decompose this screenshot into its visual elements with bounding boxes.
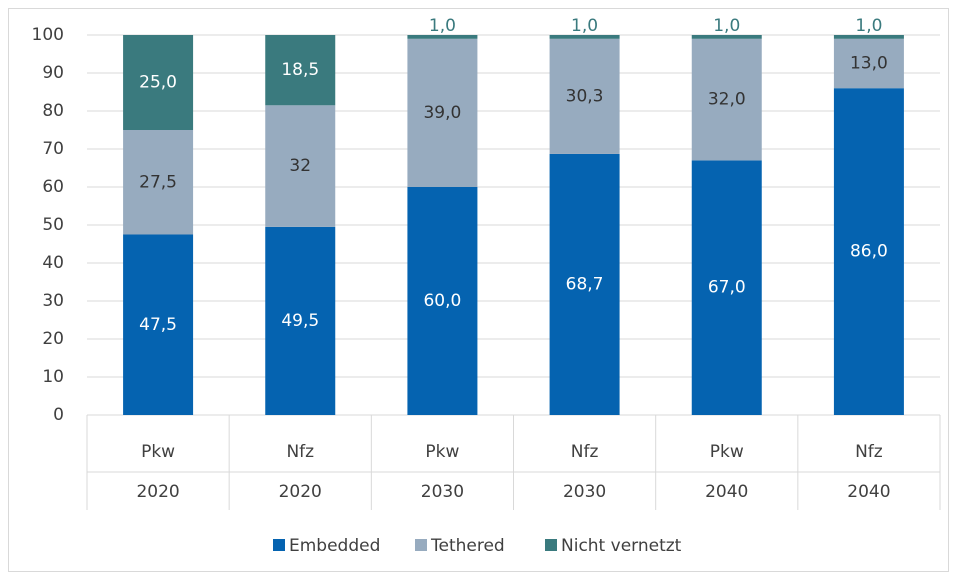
y-tick-label: 30 <box>42 291 64 311</box>
bar-segment <box>549 153 620 415</box>
bar-segment <box>833 35 904 39</box>
x-tick-label: Pkw <box>141 442 175 462</box>
data-label: 18,5 <box>281 60 319 80</box>
data-label: 47,5 <box>139 315 177 335</box>
x-group-label: 2020 <box>279 482 322 502</box>
data-label: 13,0 <box>850 54 888 74</box>
data-label: 32,0 <box>708 90 746 110</box>
bar-segment <box>265 35 336 106</box>
bar-segment <box>691 38 762 161</box>
data-label: 27,5 <box>139 172 177 192</box>
x-tick-label: Nfz <box>855 442 883 462</box>
y-tick-label: 10 <box>42 367 64 387</box>
data-label: 1,0 <box>429 16 456 36</box>
x-tick-label: Pkw <box>425 442 459 462</box>
y-tick-label: 90 <box>42 63 64 83</box>
data-label: 86,0 <box>850 242 888 262</box>
bar-segment <box>407 38 478 187</box>
data-label: 25,0 <box>139 73 177 93</box>
x-group-label: 2030 <box>563 482 606 502</box>
data-label: 39,0 <box>423 103 461 123</box>
bar-segment <box>549 38 620 154</box>
y-tick-label: 60 <box>42 177 64 197</box>
bar-segment <box>265 105 336 227</box>
legend-swatch <box>545 539 557 551</box>
bar-segment <box>265 226 336 415</box>
bar-segment <box>691 35 762 39</box>
y-tick-label: 40 <box>42 253 64 273</box>
y-tick-label: 70 <box>42 139 64 159</box>
legend-label: Tethered <box>430 536 505 556</box>
legend-label: Embedded <box>289 536 380 556</box>
bar-segment <box>123 234 194 415</box>
data-label: 68,7 <box>566 274 604 294</box>
data-label: 60,0 <box>423 291 461 311</box>
x-group-label: 2040 <box>705 482 748 502</box>
bar-segment <box>123 35 194 130</box>
bar-segment <box>691 160 762 415</box>
y-tick-label: 80 <box>42 101 64 121</box>
x-group-label: 2040 <box>847 482 890 502</box>
x-tick-label: Nfz <box>286 442 314 462</box>
y-tick-label: 0 <box>53 405 64 425</box>
data-label: 49,5 <box>281 311 319 331</box>
x-tick-label: Nfz <box>571 442 599 462</box>
data-label: 67,0 <box>708 278 746 298</box>
bar-segment <box>833 88 904 415</box>
x-group-label: 2020 <box>136 482 179 502</box>
y-tick-label: 50 <box>42 215 64 235</box>
legend-label: Nicht vernetzt <box>561 536 682 556</box>
legend-swatch <box>273 539 285 551</box>
x-tick-label: Pkw <box>710 442 744 462</box>
data-label: 1,0 <box>571 16 598 36</box>
data-label: 1,0 <box>713 16 740 36</box>
data-label: 1,0 <box>855 16 882 36</box>
y-tick-label: 20 <box>42 329 64 349</box>
y-tick-label: 100 <box>32 25 64 45</box>
bar-segment <box>407 35 478 39</box>
x-group-label: 2030 <box>421 482 464 502</box>
data-label: 30,3 <box>566 86 604 106</box>
bar-segment <box>407 187 478 415</box>
legend-swatch <box>415 539 427 551</box>
bar-segment <box>549 35 620 39</box>
bar-segment <box>123 130 194 235</box>
data-label: 32 <box>289 156 311 176</box>
bar-segment <box>833 38 904 89</box>
